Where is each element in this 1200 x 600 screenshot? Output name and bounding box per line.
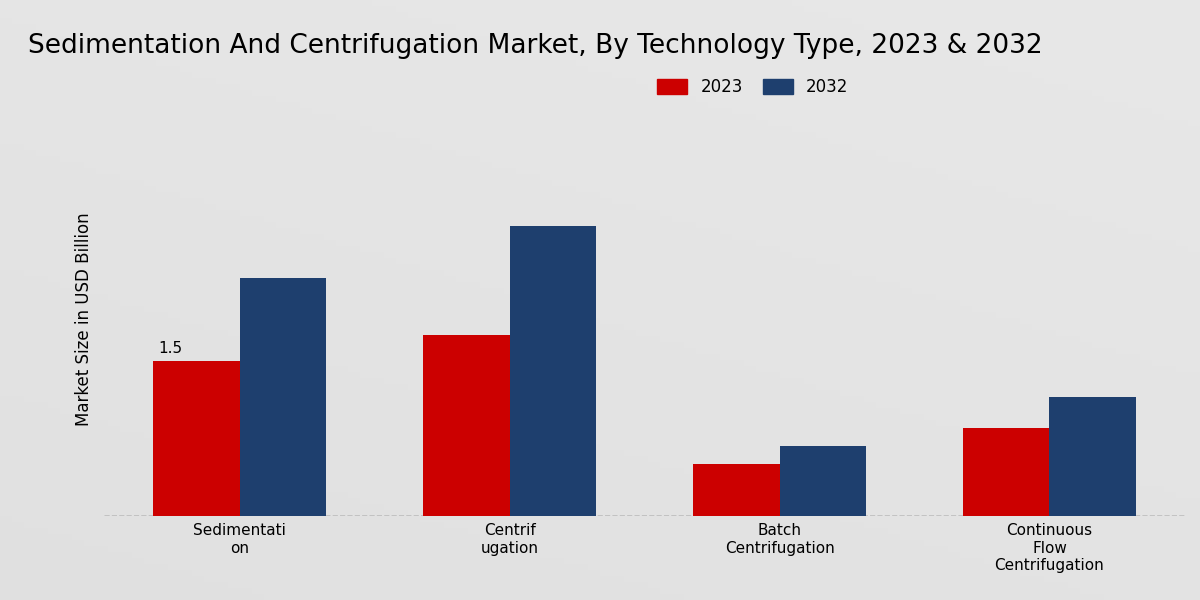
Bar [424,335,510,516]
Text: Sedimentation And Centrifugation Market, By Technology Type, 2023 & 2032: Sedimentation And Centrifugation Market,… [29,33,1043,59]
Text: 1.5: 1.5 [158,341,182,356]
Bar [240,278,326,516]
Bar [780,446,866,516]
Bar [694,464,780,516]
Bar [964,428,1050,516]
Bar [1050,397,1136,516]
Legend: 2023, 2032: 2023, 2032 [650,72,856,103]
Bar [154,361,240,516]
Y-axis label: Market Size in USD Billion: Market Size in USD Billion [74,212,94,426]
Bar [510,226,596,516]
